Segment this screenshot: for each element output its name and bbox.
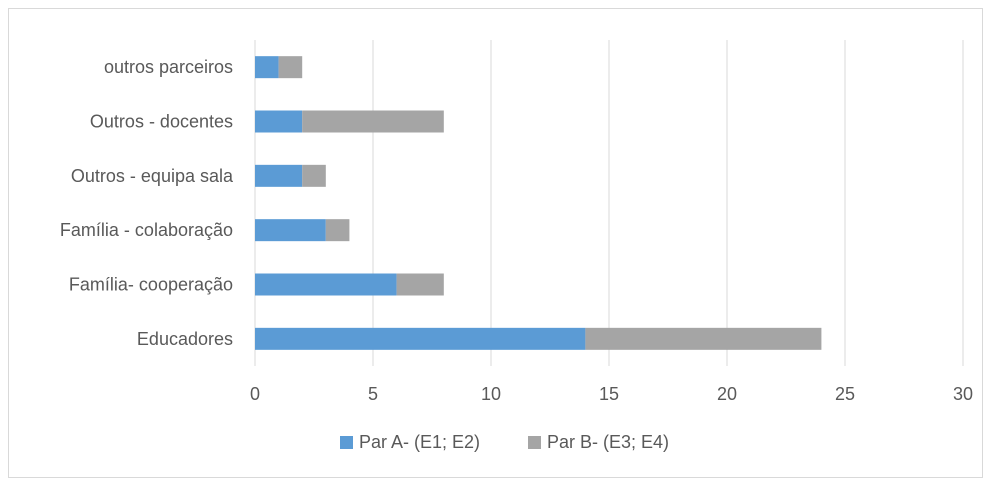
chart-frame [8, 8, 983, 478]
bar-segment-series-b [302, 110, 444, 133]
category-labels: Educadores Família- cooperação Família - c… [60, 57, 234, 349]
x-tick-label: 30 [953, 384, 973, 404]
legend-swatch [528, 436, 541, 449]
bar-segment-series-b [585, 327, 822, 350]
x-tick-label: 10 [481, 384, 501, 404]
bar-segment-series-b [325, 219, 350, 242]
bars [255, 56, 822, 350]
category-label: outros parceiros [104, 57, 233, 77]
legend-swatch [340, 436, 353, 449]
bar-segment-series-a [255, 219, 326, 242]
legend-label: Par B- (E3; E4) [547, 432, 669, 452]
x-tick-label: 15 [599, 384, 619, 404]
bar-segment-series-a [255, 110, 303, 133]
category-label: Outros - equipa sala [71, 166, 234, 186]
bar-segment-series-b [278, 56, 303, 79]
legend-label: Par A- (E1; E2) [359, 432, 480, 452]
category-label: Família - colaboração [60, 220, 233, 240]
gridlines [254, 40, 964, 366]
category-label: Educadores [137, 329, 233, 349]
bar-segment-series-b [396, 273, 444, 296]
x-tick-label: 25 [835, 384, 855, 404]
x-tick-label: 0 [250, 384, 260, 404]
bar-segment-series-a [255, 273, 397, 296]
x-tick-labels: 0 5 10 15 20 25 30 [250, 384, 973, 404]
x-tick-label: 5 [368, 384, 378, 404]
category-label: Família- cooperação [69, 275, 233, 295]
bar-segment-series-a [255, 327, 586, 350]
bar-segment-series-a [255, 164, 303, 187]
category-label: Outros - docentes [90, 112, 233, 132]
legend: Par A- (E1; E2) Par B- (E3; E4) [340, 432, 669, 452]
x-tick-label: 20 [717, 384, 737, 404]
bar-segment-series-b [302, 164, 326, 187]
bar-segment-series-a [255, 56, 279, 79]
